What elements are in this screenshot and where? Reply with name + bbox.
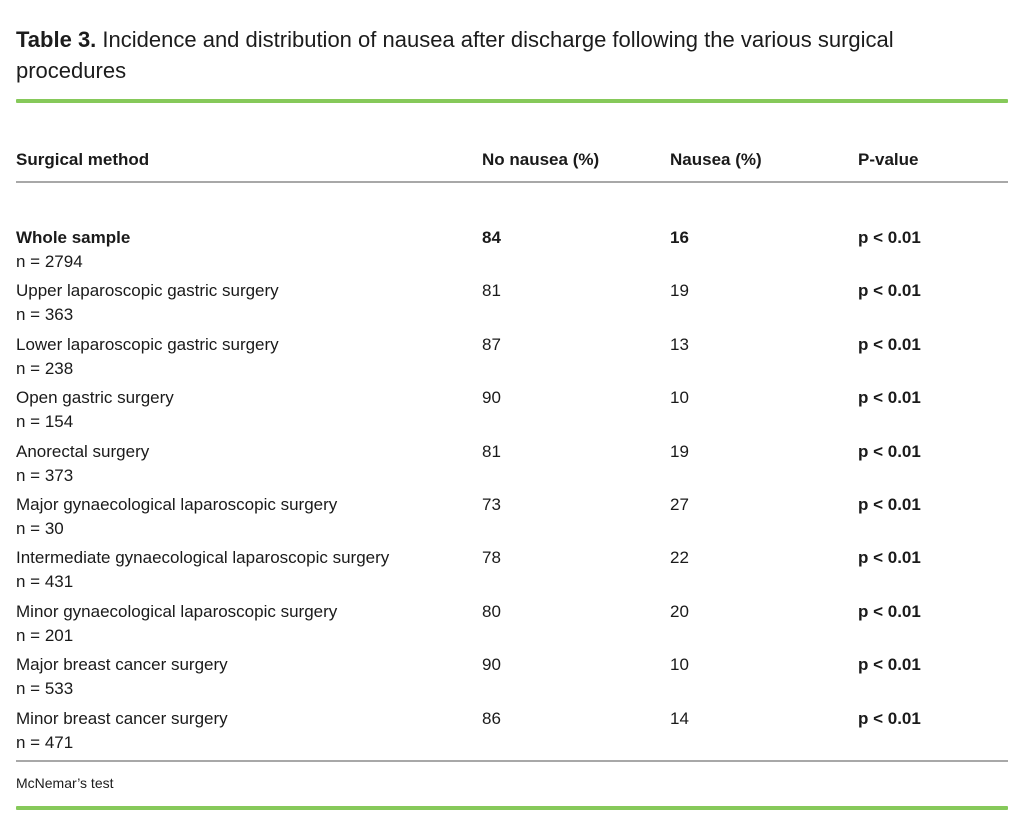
nausea-value: 19: [670, 281, 689, 301]
method-cell: Major breast cancer surgery n = 533: [16, 653, 482, 701]
p-value: p < 0.01: [858, 281, 921, 301]
table-row: Major gynaecological laparoscopic surger…: [16, 493, 1008, 546]
nausea-value: 19: [670, 441, 689, 461]
method-cell: Anorectal surgery n = 373: [16, 440, 482, 488]
footer-rule: [16, 760, 1008, 762]
method-cell: Lower laparoscopic gastric surgery n = 2…: [16, 333, 482, 381]
column-header-no-nausea: No nausea (%): [482, 150, 600, 169]
table-row: Whole sample n = 2794 84 16 p < 0.01: [16, 226, 1008, 279]
method-name: Anorectal surgery: [16, 441, 150, 461]
method-cell: Major gynaecological laparoscopic surger…: [16, 493, 482, 541]
method-name: Open gastric surgery: [16, 388, 174, 408]
nausea-value: 27: [670, 494, 689, 514]
no-nausea-value: 73: [482, 494, 501, 514]
column-header-nausea: Nausea (%): [670, 150, 762, 169]
sample-size-label: n = 373: [16, 465, 74, 485]
method-cell: Whole sample n = 2794: [16, 226, 482, 274]
method-name: Minor breast cancer surgery: [16, 708, 228, 728]
method-name: Major gynaecological laparoscopic surger…: [16, 494, 338, 514]
no-nausea-value: 81: [482, 441, 501, 461]
header-rule: [16, 181, 1008, 183]
table-row: Upper laparoscopic gastric surgery n = 3…: [16, 279, 1008, 332]
method-name: Minor gynaecological laparoscopic surger…: [16, 601, 338, 621]
bottom-accent-rule: [16, 806, 1008, 810]
method-name: Intermediate gynaecological laparoscopic…: [16, 548, 390, 568]
no-nausea-value: 80: [482, 601, 501, 621]
nausea-value: 22: [670, 548, 689, 568]
nausea-value: 13: [670, 334, 689, 354]
table-number-label: Table 3.: [16, 27, 97, 52]
nausea-value: 10: [670, 655, 689, 675]
sample-size-label: n = 238: [16, 358, 74, 378]
method-cell: Intermediate gynaecological laparoscopic…: [16, 546, 482, 594]
table-title-text: Incidence and distribution of nausea aft…: [16, 27, 894, 83]
no-nausea-value: 78: [482, 548, 501, 568]
method-cell: Minor breast cancer surgery n = 471: [16, 707, 482, 755]
table-footnote: McNemar’s test: [16, 775, 114, 791]
sample-size-label: n = 431: [16, 572, 74, 592]
nausea-value: 16: [670, 228, 689, 247]
method-cell: Minor gynaecological laparoscopic surger…: [16, 600, 482, 648]
table-header-row: Surgical method No nausea (%) Nausea (%)…: [16, 149, 1008, 171]
method-cell: Open gastric surgery n = 154: [16, 386, 482, 434]
table-row: Minor gynaecological laparoscopic surger…: [16, 600, 1008, 653]
method-name: Major breast cancer surgery: [16, 655, 228, 675]
sample-size-label: n = 533: [16, 679, 74, 699]
p-value: p < 0.01: [858, 548, 921, 568]
method-name: Upper laparoscopic gastric surgery: [16, 281, 279, 301]
p-value: p < 0.01: [858, 494, 921, 514]
top-accent-rule: [16, 99, 1008, 103]
nausea-value: 10: [670, 388, 689, 408]
p-value: p < 0.01: [858, 334, 921, 354]
sample-size-label: n = 471: [16, 732, 74, 752]
method-name: Lower laparoscopic gastric surgery: [16, 334, 279, 354]
table-title: Table 3. Incidence and distribution of n…: [16, 24, 961, 86]
sample-size-label: n = 154: [16, 412, 74, 432]
column-header-p-value: P-value: [858, 150, 919, 169]
table-row: Anorectal surgery n = 373 81 19 p < 0.01: [16, 440, 1008, 493]
no-nausea-value: 90: [482, 388, 501, 408]
p-value: p < 0.01: [858, 441, 921, 461]
nausea-value: 14: [670, 708, 689, 728]
p-value: p < 0.01: [858, 388, 921, 408]
table-row: Lower laparoscopic gastric surgery n = 2…: [16, 333, 1008, 386]
table-row: Open gastric surgery n = 154 90 10 p < 0…: [16, 386, 1008, 439]
sample-size-label: n = 363: [16, 305, 74, 325]
p-value: p < 0.01: [858, 601, 921, 621]
p-value: p < 0.01: [858, 228, 921, 247]
no-nausea-value: 90: [482, 655, 501, 675]
sample-size-label: n = 201: [16, 625, 74, 645]
no-nausea-value: 81: [482, 281, 501, 301]
table-row: Intermediate gynaecological laparoscopic…: [16, 546, 1008, 599]
column-header-surgical-method: Surgical method: [16, 150, 150, 169]
no-nausea-value: 84: [482, 228, 501, 247]
table-row: Major breast cancer surgery n = 533 90 1…: [16, 653, 1008, 706]
sample-size-label: n = 2794: [16, 252, 83, 271]
no-nausea-value: 86: [482, 708, 501, 728]
sample-size-label: n = 30: [16, 518, 64, 538]
method-name: Whole sample: [16, 228, 131, 247]
nausea-value: 20: [670, 601, 689, 621]
no-nausea-value: 87: [482, 334, 501, 354]
p-value: p < 0.01: [858, 655, 921, 675]
method-cell: Upper laparoscopic gastric surgery n = 3…: [16, 279, 482, 327]
p-value: p < 0.01: [858, 708, 921, 728]
table-body: Whole sample n = 2794 84 16 p < 0.01 Upp…: [16, 226, 1008, 760]
table-row: Minor breast cancer surgery n = 471 86 1…: [16, 707, 1008, 760]
